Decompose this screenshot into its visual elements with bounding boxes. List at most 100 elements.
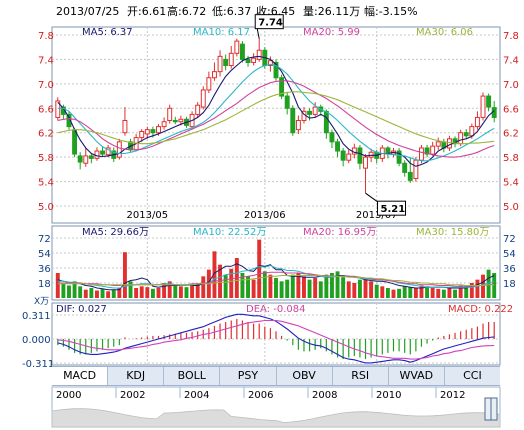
volume-bar-up <box>296 273 301 298</box>
volume-bar-up <box>302 276 306 298</box>
timeline-left-handle[interactable] <box>484 397 492 421</box>
candle-up <box>256 49 262 60</box>
volume-bar-down <box>307 279 312 298</box>
volume-bar-up <box>352 283 357 298</box>
volume-ytick-left: 54 <box>38 249 51 260</box>
candle-down <box>323 110 329 134</box>
volume-legend-ma20: MA20: 16.95万 <box>303 227 376 238</box>
timeline-year-label: 2012 <box>440 390 465 401</box>
candle-up <box>368 151 374 158</box>
timeline-year-label: 2000 <box>56 390 81 401</box>
candle-up <box>122 120 128 134</box>
volume-bar-up <box>139 286 144 298</box>
volume-bar-down <box>324 274 329 298</box>
candle-up <box>105 147 111 156</box>
volume-bar-down <box>329 273 334 298</box>
candle-up <box>346 153 352 161</box>
volume-bar-up <box>117 288 122 298</box>
volume-bar-down <box>279 281 284 298</box>
price-ma20-line <box>57 80 495 158</box>
header-open: 开:6.61 <box>127 5 166 18</box>
volume-ma-lines <box>57 263 495 291</box>
candle-up <box>312 106 318 115</box>
macd-ytick-left: 0.000 <box>22 335 51 346</box>
candle-up <box>195 104 201 115</box>
candle-up <box>156 126 161 134</box>
volume-bar-up <box>145 287 150 298</box>
timeline-year-label: 2004 <box>184 390 209 401</box>
price-legend-ma10: MA10: 6.17 <box>193 27 250 38</box>
volume-bar-up <box>363 278 368 298</box>
macd-legend-dif: DIF: 0.027 <box>56 304 107 315</box>
volume-bar-down <box>425 286 430 298</box>
price-ytick-right: 5.8 <box>503 153 519 164</box>
volume-bar-up <box>447 288 452 298</box>
volume-bar-up <box>162 283 167 298</box>
price-xtick: 2013/05 <box>127 210 169 221</box>
tab-boll[interactable]: BOLL <box>164 367 221 385</box>
candle-up <box>430 145 436 155</box>
candle-down <box>223 58 229 67</box>
candle-up <box>55 100 61 118</box>
price-ytick-left: 5.0 <box>38 202 54 213</box>
volume-ma10-line <box>57 264 495 289</box>
volume-bar-up <box>212 251 217 298</box>
volume-panel-frame <box>51 225 501 301</box>
candle-down <box>239 43 245 60</box>
volume-bar-up <box>95 290 99 298</box>
volume-bar-down <box>385 288 390 298</box>
volume-bar-up <box>430 288 435 298</box>
timeline-navigator[interactable]: 2000 2002 2004 2006 2008 2010 2012 <box>51 387 501 428</box>
volume-bar-up <box>313 278 318 298</box>
candle-down <box>279 77 285 97</box>
volume-bar-down <box>173 285 178 298</box>
tab-obv[interactable]: OBV <box>277 367 333 385</box>
price-legend-ma30: MA30: 6.06 <box>416 27 473 38</box>
volume-bar-down <box>223 274 228 298</box>
candle-up <box>480 95 486 118</box>
candle-down <box>290 107 296 134</box>
candle-up <box>178 118 184 123</box>
candle-up <box>234 40 240 54</box>
volume-bar-down <box>274 278 278 298</box>
volume-bar-down <box>341 277 346 298</box>
header-date: 2013/07/25 <box>56 5 119 18</box>
candle-down <box>463 132 469 137</box>
macd-dea-line <box>57 319 495 360</box>
volume-bar-up <box>156 288 161 298</box>
candle-up <box>217 55 223 73</box>
volume-bar-down <box>61 283 66 298</box>
price-ytick-left: 7.4 <box>38 55 54 66</box>
price-legend-ma5: MA5: 6.37 <box>82 27 133 38</box>
volume-bar-down <box>72 281 77 298</box>
candle-up <box>363 156 368 169</box>
axis-labels: 7.8 7.8 7.4 7.4 7.0 7.0 6.6 6.6 6.2 6.2 5.8 5.8 5.4 5… <box>22 31 519 370</box>
tab-macd[interactable]: MACD <box>52 367 109 385</box>
candle-down <box>88 155 94 159</box>
candle-down <box>245 58 251 63</box>
tab-kdj[interactable]: KDJ <box>108 367 165 385</box>
price-ytick-left: 5.4 <box>38 178 54 189</box>
tab-cci[interactable]: CCI <box>463 369 482 382</box>
timeline-right-handle[interactable] <box>490 397 498 421</box>
candle-up <box>167 107 173 121</box>
volume-bar-down <box>318 281 323 298</box>
tab-rsi[interactable]: RSI <box>333 367 389 385</box>
candle-up <box>228 52 234 67</box>
volume-legend-ma5: MA5: 29.66万 <box>82 227 149 238</box>
candle-up <box>211 71 217 79</box>
timeline-year-label: 2010 <box>376 390 401 401</box>
volume-unit-label: X万 <box>34 297 49 307</box>
candle-up <box>474 116 480 128</box>
volume-bar-up <box>436 288 441 298</box>
timeline-year-label: 2002 <box>120 390 145 401</box>
volume-bar-down <box>464 286 469 298</box>
tab-wvad[interactable]: WVAD <box>389 367 445 385</box>
candle-up <box>435 141 441 147</box>
candle-down <box>77 155 83 163</box>
volume-bar-up <box>122 252 127 298</box>
volume-legend-ma30: MA30: 15.80万 <box>416 227 489 238</box>
tab-psy[interactable]: PSY <box>220 367 277 385</box>
volume-ma5-line <box>57 263 495 291</box>
volume-bar-up <box>391 289 396 298</box>
